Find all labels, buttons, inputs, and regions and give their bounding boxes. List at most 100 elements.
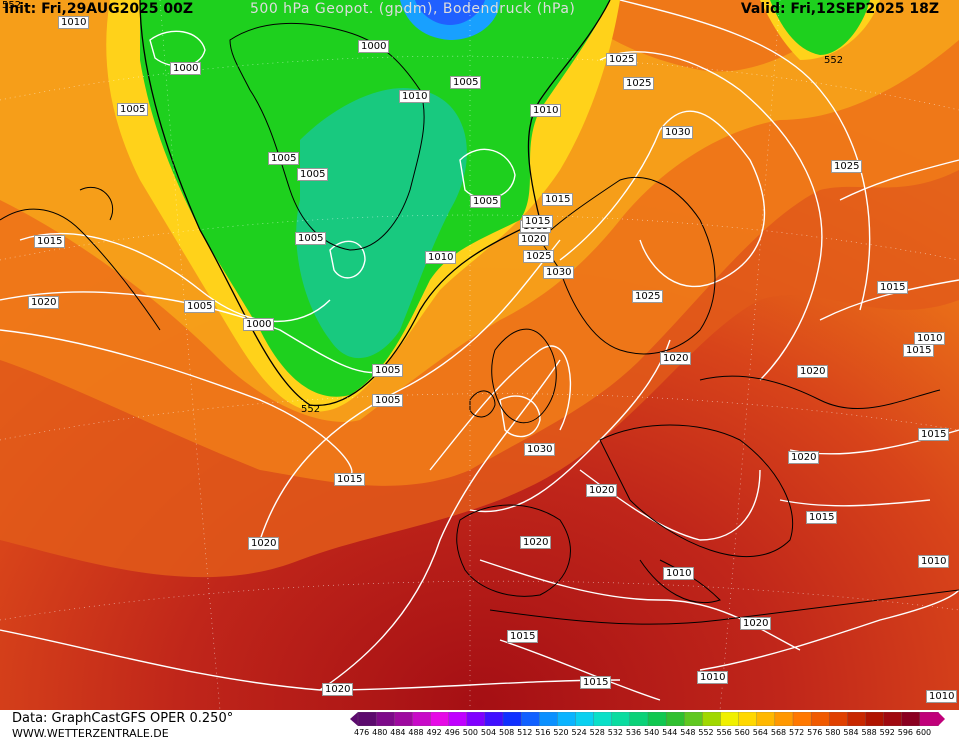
pressure-label: 1010 xyxy=(399,90,431,103)
legend-tick: 552 xyxy=(698,728,714,737)
legend-swatch xyxy=(702,712,722,726)
legend-tick: 560 xyxy=(734,728,750,737)
legend-swatch xyxy=(756,712,776,726)
pressure-label: 1015 xyxy=(806,511,838,524)
legend-swatch xyxy=(575,712,595,726)
pressure-label: 1020 xyxy=(586,484,618,497)
pressure-label: 1005 xyxy=(117,103,149,116)
valid-time: Valid: Fri,12SEP2025 18Z xyxy=(740,1,939,17)
legend-tick: 568 xyxy=(770,728,787,737)
pressure-label: 1020 xyxy=(322,683,354,696)
site-url: WWW.WETTERZENTRALE.DE xyxy=(12,727,169,740)
pressure-label: 1030 xyxy=(662,126,694,139)
legend-swatch xyxy=(520,712,540,726)
legend-swatch xyxy=(502,712,522,726)
pressure-label: 1010 xyxy=(425,251,457,264)
legend-swatch xyxy=(847,712,867,726)
legend-swatch xyxy=(412,712,432,726)
pressure-label: 552 xyxy=(301,404,321,415)
legend-swatch xyxy=(611,712,631,726)
legend-tick: 548 xyxy=(680,728,696,737)
legend-swatch xyxy=(810,712,830,726)
pressure-label: 1025 xyxy=(623,77,655,90)
legend-tick: 532 xyxy=(607,728,624,737)
legend-swatch xyxy=(738,712,758,726)
legend-tick: 476 xyxy=(354,728,370,737)
legend-swatch xyxy=(647,712,667,726)
legend-tick: 496 xyxy=(444,728,460,737)
legend-tick: 488 xyxy=(408,728,424,737)
data-source: Data: GraphCastGFS OPER 0.250° xyxy=(12,711,234,726)
legend-tick: 536 xyxy=(625,728,642,737)
pressure-label: 1020 xyxy=(518,233,550,246)
legend-tick: 600 xyxy=(915,728,932,737)
pressure-label: 1030 xyxy=(543,266,575,279)
coastlines xyxy=(0,23,959,625)
legend-swatch xyxy=(865,712,885,726)
pressure-label: 1005 xyxy=(372,364,404,377)
pressure-label: 1010 xyxy=(58,16,90,29)
pressure-label: 1010 xyxy=(926,690,958,703)
legend-swatch xyxy=(484,712,504,726)
legend-tick: 596 xyxy=(897,728,914,737)
legend-tick: 508 xyxy=(499,728,515,737)
pressure-label: 1020 xyxy=(520,536,552,549)
legend-tick: 592 xyxy=(879,728,895,737)
legend-tick: 504 xyxy=(480,728,497,737)
pressure-label: 1005 xyxy=(372,394,404,407)
pressure-label: 1005 xyxy=(297,168,329,181)
legend-swatch xyxy=(357,712,377,726)
header: Init: Fri,29AUG2025 00Z 500 hPa Geopot. … xyxy=(0,0,959,18)
pressure-label: 552 xyxy=(2,0,22,11)
legend-tick: 584 xyxy=(843,728,859,737)
legend-swatch xyxy=(720,712,740,726)
legend-swatch xyxy=(593,712,613,726)
legend-tick: 580 xyxy=(825,728,841,737)
legend-tick: 516 xyxy=(535,728,551,737)
legend-tick: 520 xyxy=(553,728,569,737)
pressure-label: 1005 xyxy=(470,195,502,208)
init-time: Init: Fri,29AUG2025 00Z xyxy=(4,1,194,17)
legend-tick: 588 xyxy=(861,728,877,737)
pressure-label: 1020 xyxy=(28,296,60,309)
pressure-label: 1000 xyxy=(358,40,390,53)
pressure-label: 1005 xyxy=(268,152,300,165)
pressure-label: 1000 xyxy=(170,62,202,75)
pressure-label: 1020 xyxy=(788,451,820,464)
legend-tick: 524 xyxy=(571,728,587,737)
color-legend xyxy=(350,712,945,726)
legend-tick: 492 xyxy=(426,728,442,737)
legend-tick: 484 xyxy=(390,728,406,737)
pressure-label: 1015 xyxy=(580,676,612,689)
pressure-label: 1025 xyxy=(831,160,863,173)
legend-tick: 544 xyxy=(662,728,678,737)
pressure-label: 1005 xyxy=(184,300,216,313)
legend-swatch xyxy=(394,712,414,726)
pressure-label: 1030 xyxy=(524,443,556,456)
pressure-label: 1020 xyxy=(248,537,280,550)
legend-tick: 572 xyxy=(789,728,805,737)
legend-tick: 528 xyxy=(589,728,605,737)
graticule xyxy=(0,0,959,710)
pressure-label: 1010 xyxy=(914,332,946,345)
legend-tick: 512 xyxy=(517,728,533,737)
legend-arrow-right xyxy=(938,712,945,726)
pressure-label: 552 xyxy=(824,55,844,66)
legend-tick: 556 xyxy=(716,728,732,737)
legend-tick: 540 xyxy=(644,728,660,737)
pressure-label: 1010 xyxy=(697,671,729,684)
pressure-label: 1010 xyxy=(918,555,950,568)
legend-swatch xyxy=(919,712,939,726)
pressure-label: 1015 xyxy=(918,428,950,441)
pressure-label: 1025 xyxy=(632,290,664,303)
pressure-label: 1015 xyxy=(903,344,935,357)
pressure-label: 1005 xyxy=(450,76,482,89)
legend-swatch xyxy=(557,712,577,726)
pressure-label: 1005 xyxy=(295,232,327,245)
pressure-label: 1020 xyxy=(660,352,692,365)
map-title: 500 hPa Geopot. (gpdm), Bodendruck (hPa) xyxy=(250,1,576,17)
legend-tick: 576 xyxy=(807,728,823,737)
pressure-label: 1020 xyxy=(740,617,772,630)
legend-swatch xyxy=(665,712,685,726)
